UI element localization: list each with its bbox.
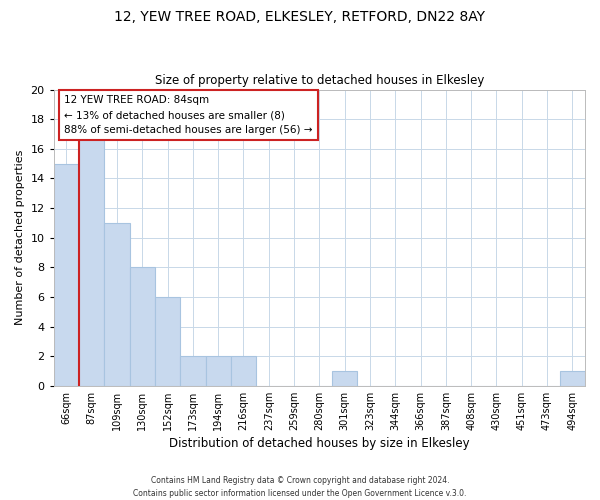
Bar [104,223,130,386]
Bar [206,356,231,386]
Bar [332,371,358,386]
Bar [180,356,206,386]
Y-axis label: Number of detached properties: Number of detached properties [15,150,25,326]
Bar [155,297,180,386]
Bar [560,371,585,386]
Text: 12, YEW TREE ROAD, ELKESLEY, RETFORD, DN22 8AY: 12, YEW TREE ROAD, ELKESLEY, RETFORD, DN… [115,10,485,24]
Text: Contains HM Land Registry data © Crown copyright and database right 2024.
Contai: Contains HM Land Registry data © Crown c… [133,476,467,498]
Bar [231,356,256,386]
Bar [54,164,79,386]
Title: Size of property relative to detached houses in Elkesley: Size of property relative to detached ho… [155,74,484,87]
Text: 12 YEW TREE ROAD: 84sqm
← 13% of detached houses are smaller (8)
88% of semi-det: 12 YEW TREE ROAD: 84sqm ← 13% of detache… [64,96,313,135]
Bar [79,134,104,386]
Bar [130,268,155,386]
X-axis label: Distribution of detached houses by size in Elkesley: Distribution of detached houses by size … [169,437,470,450]
